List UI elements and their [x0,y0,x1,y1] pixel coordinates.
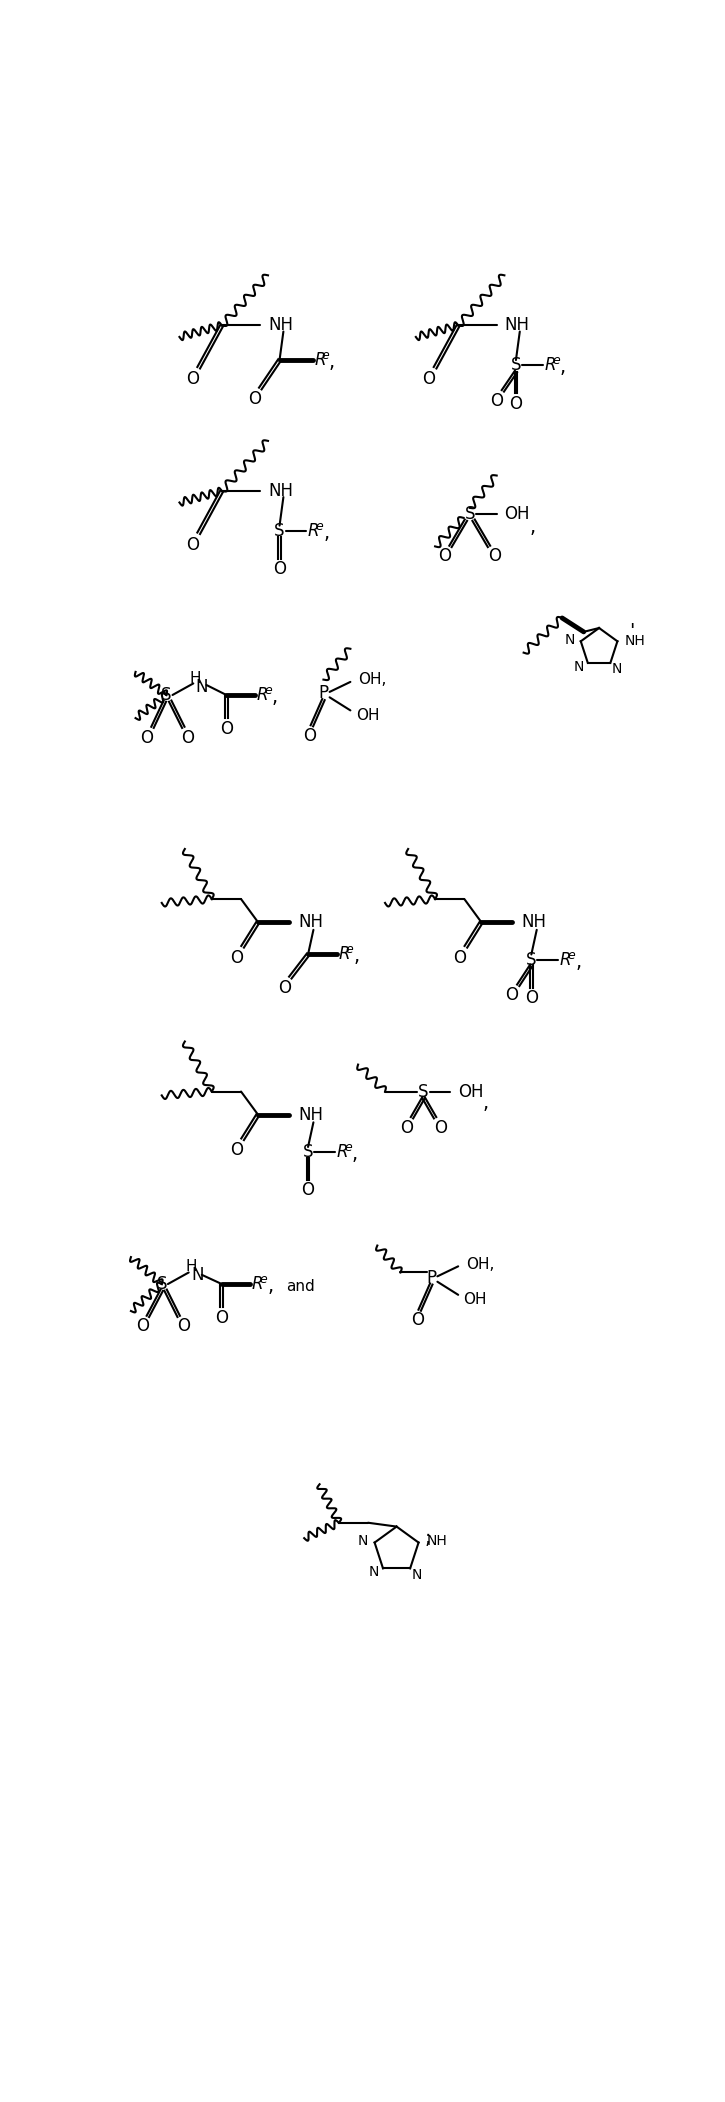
Text: NH: NH [298,912,323,931]
Text: NH: NH [625,635,646,647]
Text: H: H [190,671,202,685]
Text: O: O [525,988,538,1007]
Text: R: R [560,950,571,969]
Text: OH,: OH, [466,1257,494,1272]
Text: ,: , [575,952,581,971]
Text: e: e [260,1274,268,1286]
Text: OH: OH [356,708,379,723]
Text: ,: , [560,357,566,376]
Text: O: O [220,719,233,738]
Text: P: P [318,685,328,702]
Text: NH: NH [426,1534,447,1547]
Text: e: e [568,948,575,963]
Text: O: O [439,547,452,565]
Text: N: N [573,660,584,673]
Text: S: S [303,1143,313,1162]
Text: O: O [510,395,523,412]
Text: S: S [157,1276,167,1293]
Text: O: O [278,980,291,996]
Text: ,: , [482,1093,488,1112]
Text: O: O [302,1181,315,1198]
Text: ': ' [629,622,634,641]
Text: N: N [191,1265,204,1284]
Text: R: R [308,521,320,540]
Text: O: O [230,948,243,967]
Text: S: S [510,357,521,374]
Text: O: O [434,1118,447,1137]
Text: N: N [369,1566,379,1579]
Text: P: P [426,1270,436,1286]
Text: e: e [322,349,330,362]
Text: O: O [136,1318,149,1335]
Text: O: O [411,1312,424,1328]
Text: O: O [273,561,286,578]
Text: O: O [400,1118,413,1137]
Text: NH: NH [298,1106,323,1125]
Text: R: R [544,357,556,374]
Text: and: and [286,1278,315,1295]
Text: O: O [186,536,199,553]
Text: O: O [248,391,260,408]
Text: NH: NH [268,317,293,334]
Text: S: S [161,685,172,704]
Text: N: N [358,1534,368,1547]
Text: OH,: OH, [358,673,386,687]
Text: O: O [230,1141,243,1158]
Text: ,: , [323,523,330,542]
Text: N: N [196,679,208,696]
Text: O: O [505,986,518,1005]
Text: OH: OH [463,1293,487,1307]
Text: R: R [314,351,326,370]
Text: OH: OH [505,504,530,523]
Text: S: S [465,504,475,523]
Text: ,: , [268,1276,274,1295]
Text: S: S [418,1083,428,1101]
Text: ,: , [271,687,277,706]
Text: N: N [412,1568,422,1581]
Text: O: O [488,547,501,565]
Text: O: O [423,370,436,389]
Text: ,: , [352,1146,358,1165]
Text: S: S [526,950,536,969]
Text: R: R [336,1143,348,1162]
Text: O: O [453,948,466,967]
Text: S: S [274,521,285,540]
Text: N: N [564,633,575,647]
Text: O: O [215,1310,228,1326]
Text: e: e [264,683,272,698]
Text: OH: OH [458,1083,484,1101]
Text: e: e [346,944,354,956]
Text: O: O [490,391,503,410]
Text: O: O [303,727,316,744]
Text: e: e [552,355,560,368]
Text: N: N [612,662,622,677]
Text: NH: NH [268,481,293,500]
Text: ,: , [354,948,360,967]
Text: O: O [181,729,194,746]
Text: ;: ; [424,1528,431,1547]
Text: O: O [186,370,199,389]
Text: R: R [257,685,268,704]
Text: e: e [315,519,323,534]
Text: O: O [177,1318,190,1335]
Text: NH: NH [505,317,529,334]
Text: H: H [186,1259,196,1274]
Text: e: e [344,1141,352,1154]
Text: ,: , [329,353,335,372]
Text: R: R [338,946,349,963]
Text: O: O [141,729,154,746]
Text: NH: NH [521,912,547,931]
Text: R: R [252,1276,263,1293]
Text: ,: , [530,519,536,538]
